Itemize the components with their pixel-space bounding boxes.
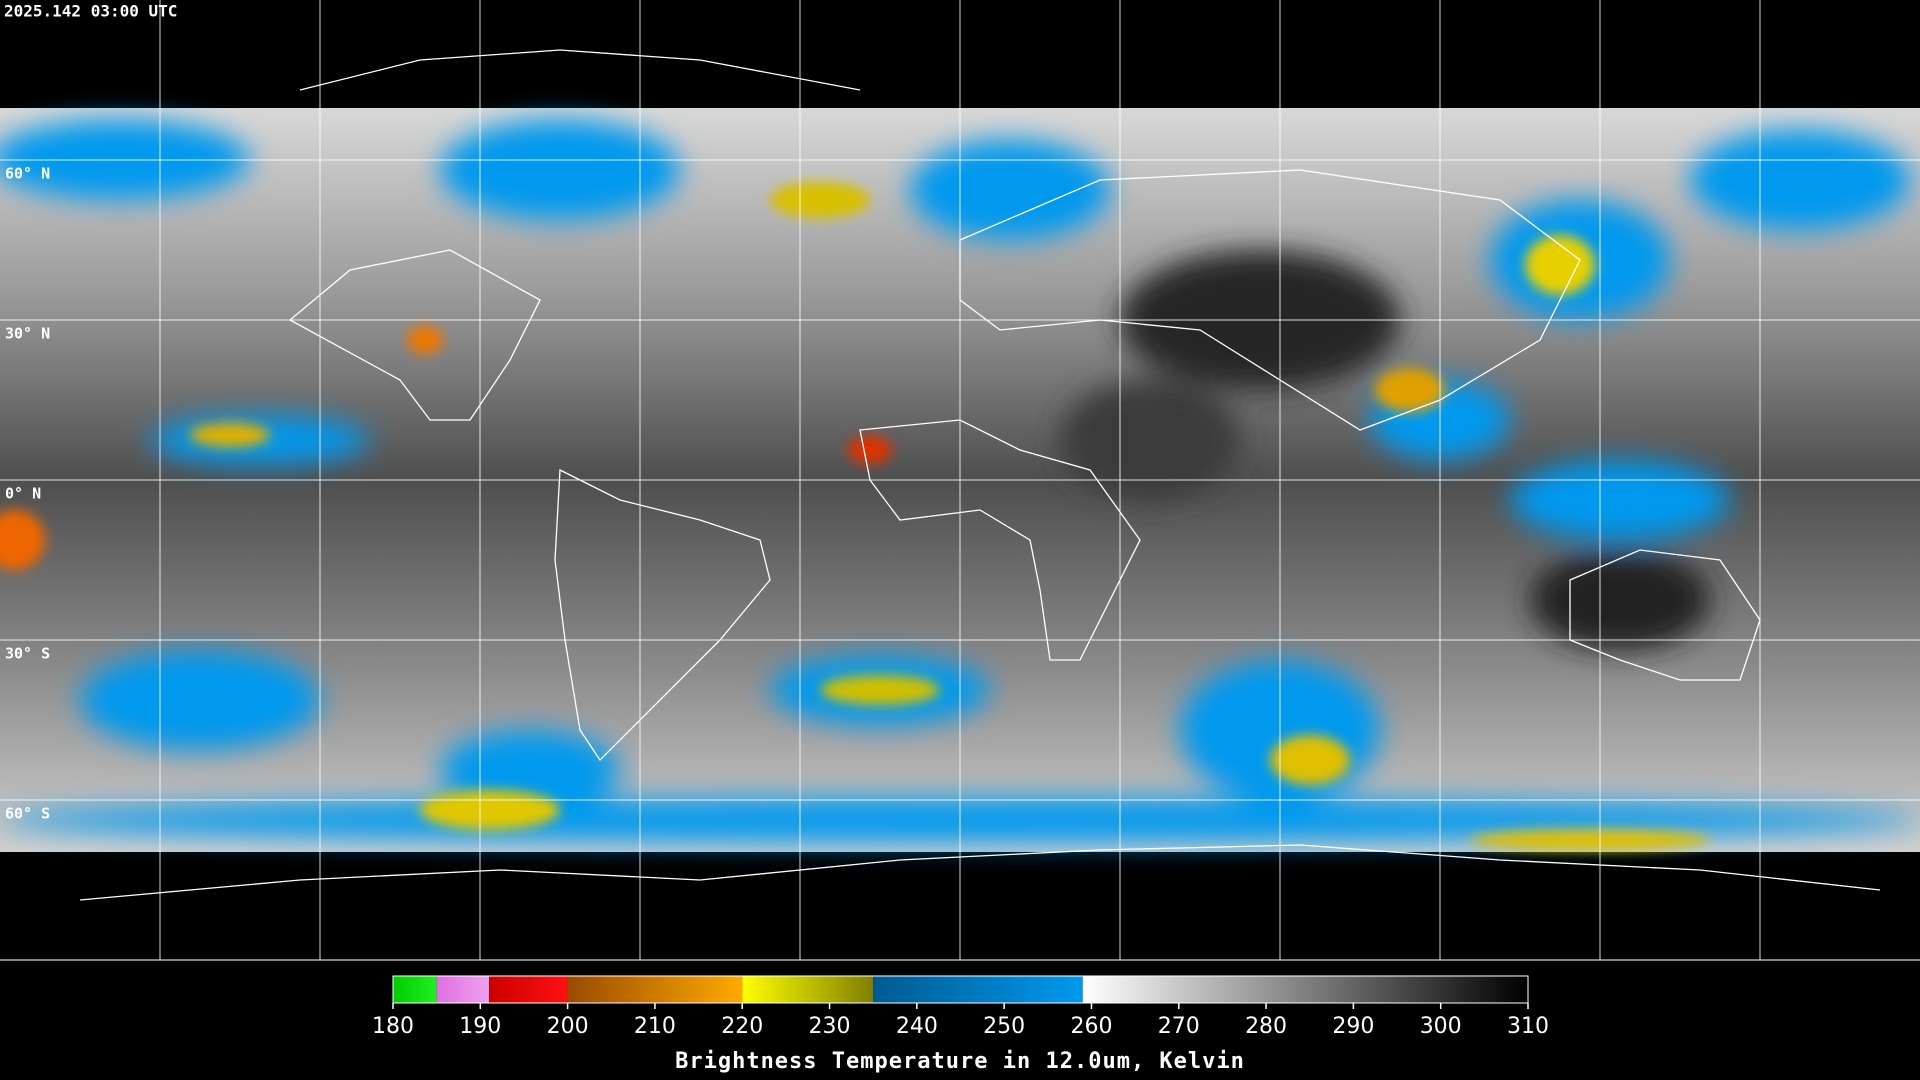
latitude-label: 30° S <box>5 645 50 663</box>
latitude-label: 60° S <box>5 805 50 823</box>
colorbar-tick-label: 230 <box>809 1014 851 1039</box>
colorbar-tick-label: 260 <box>1070 1014 1112 1039</box>
colorbar-tick-label: 180 <box>372 1014 414 1039</box>
colorbar-segment <box>1082 976 1528 1003</box>
graticule <box>0 0 1920 961</box>
colorbar-frame <box>392 975 1529 1004</box>
colorbar-segment <box>489 976 568 1003</box>
colorbar-tick-label: 270 <box>1158 1014 1200 1039</box>
colorbar-tick-label: 300 <box>1420 1014 1462 1039</box>
colorbar-tick-label: 220 <box>721 1014 763 1039</box>
colorbar-segment <box>567 976 743 1003</box>
latitude-label: 0° N <box>5 485 41 503</box>
latitude-labels: 60° N 30° N 0° N 30° S 60° S <box>5 165 50 823</box>
colorbar-segment <box>436 976 490 1003</box>
colorbar-tick-label: 190 <box>459 1014 501 1039</box>
colorbar-segment <box>873 976 1083 1003</box>
colorbar-tick-label: 310 <box>1507 1014 1549 1039</box>
colorbar-tick-label: 240 <box>896 1014 938 1039</box>
latitude-label: 60° N <box>5 165 50 183</box>
timestamp: 2025.142 03:00 UTC <box>4 2 177 21</box>
colorbar-tick-label: 210 <box>634 1014 676 1039</box>
colorbar-tick-label: 200 <box>547 1014 589 1039</box>
colorbar: 180 190 200 210 220 230 240 250 260 270 280 290 300 3… <box>372 975 1549 1039</box>
colorbar-tick-label: 290 <box>1332 1014 1374 1039</box>
colorbar-segment <box>742 976 874 1003</box>
colorbar-title: Brightness Temperature in 12.0um, Kelvin <box>675 1049 1245 1074</box>
colorbar-segment <box>393 976 437 1003</box>
colorbar-tick-label: 250 <box>983 1014 1025 1039</box>
colorbar-tick-label: 280 <box>1245 1014 1287 1039</box>
latitude-label: 30° N <box>5 325 50 343</box>
